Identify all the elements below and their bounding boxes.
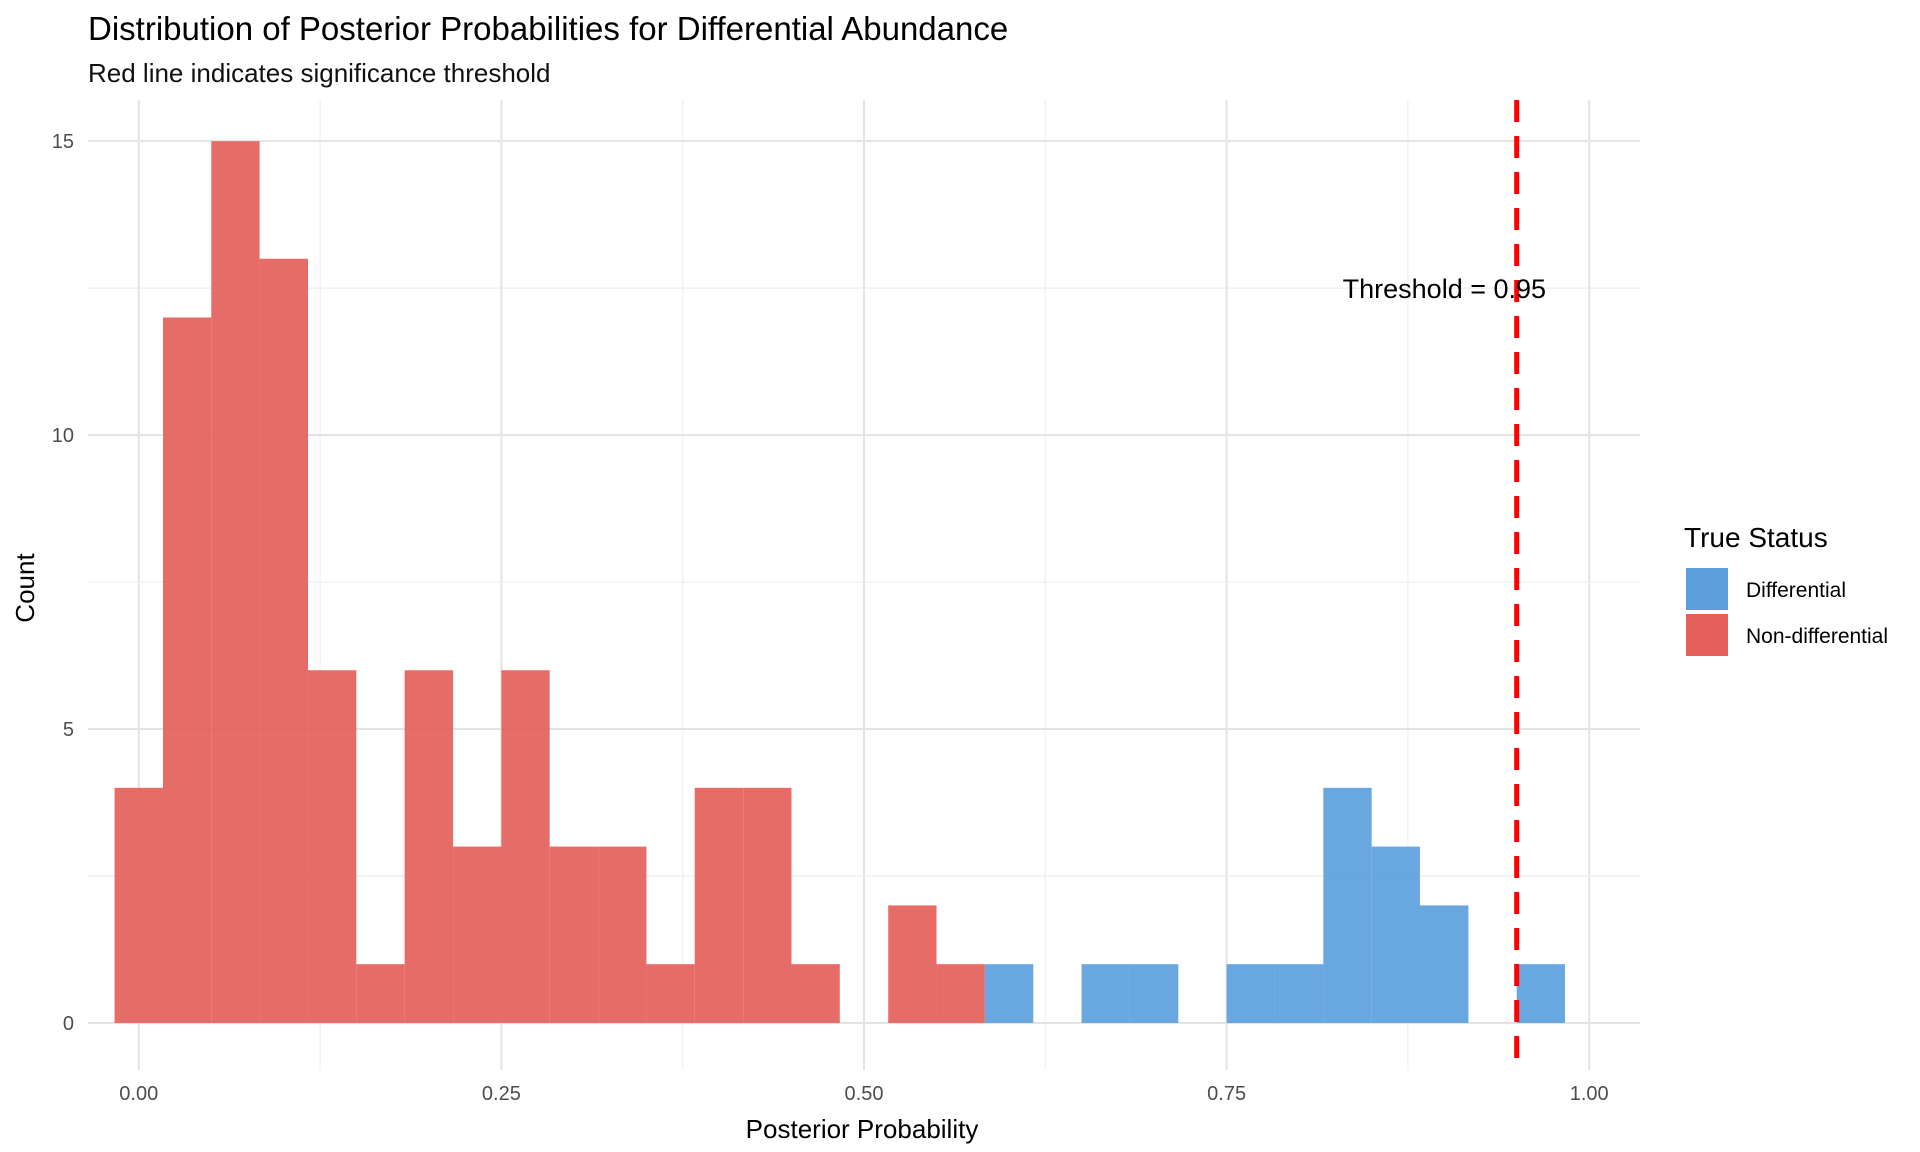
x-tick-label: 0.50 (845, 1083, 884, 1105)
bar-differential (1419, 905, 1469, 1023)
y-tick-label: 5 (63, 719, 74, 741)
bar-differential (1274, 964, 1324, 1023)
y-tick-label: 15 (52, 131, 74, 153)
x-tick-label: 1.00 (1570, 1083, 1609, 1105)
y-tick-label: 0 (63, 1013, 74, 1035)
threshold-label: Threshold = 0.95 (1343, 274, 1546, 304)
bar-non-differential (646, 964, 695, 1023)
legend-swatch-differential (1686, 568, 1728, 610)
chart-title: Distribution of Posterior Probabilities … (88, 10, 1008, 47)
bar-non-differential (259, 258, 309, 1023)
bar-differential (1226, 964, 1275, 1023)
histogram-bars (114, 141, 1566, 1023)
x-axis-ticks: 0.00 0.25 0.50 0.75 1.00 (119, 1083, 1608, 1105)
bar-differential (1129, 964, 1179, 1023)
bar-non-differential (888, 905, 937, 1023)
bar-differential (1323, 787, 1372, 1023)
bar-non-differential (211, 141, 260, 1023)
bar-non-differential (356, 964, 405, 1023)
bar-non-differential (453, 846, 502, 1023)
bar-differential (984, 964, 1034, 1023)
bar-non-differential (694, 787, 744, 1023)
bar-non-differential (743, 787, 792, 1023)
x-tick-label: 0.25 (482, 1083, 521, 1105)
bar-non-differential (549, 846, 599, 1023)
bar-non-differential (936, 964, 985, 1023)
bar-non-differential (114, 787, 163, 1023)
legend: True Status Differential Non-differentia… (1684, 522, 1888, 656)
y-axis-title: Count (10, 553, 40, 623)
bar-non-differential (598, 846, 647, 1023)
x-axis-title: Posterior Probability (746, 1114, 979, 1144)
legend-title: True Status (1684, 522, 1828, 553)
bar-non-differential (791, 964, 840, 1023)
bar-differential (1081, 964, 1130, 1023)
legend-label-non-differential: Non-differential (1746, 625, 1888, 648)
legend-swatch-non-differential (1686, 614, 1728, 656)
x-tick-label: 0.75 (1207, 1083, 1246, 1105)
bar-non-differential (162, 317, 212, 1023)
y-axis-ticks: 0 5 10 15 (52, 131, 74, 1035)
threshold-layer: Threshold = 0.95 (1343, 100, 1546, 1070)
bar-differential (1516, 964, 1566, 1023)
bar-differential (1371, 846, 1420, 1023)
bar-non-differential (404, 670, 454, 1023)
chart-subtitle: Red line indicates significance threshol… (88, 58, 551, 88)
y-tick-label: 10 (52, 425, 74, 447)
bar-non-differential (501, 670, 550, 1023)
bar-non-differential (308, 670, 357, 1023)
legend-label-differential: Differential (1746, 579, 1846, 602)
x-tick-label: 0.00 (119, 1083, 158, 1105)
